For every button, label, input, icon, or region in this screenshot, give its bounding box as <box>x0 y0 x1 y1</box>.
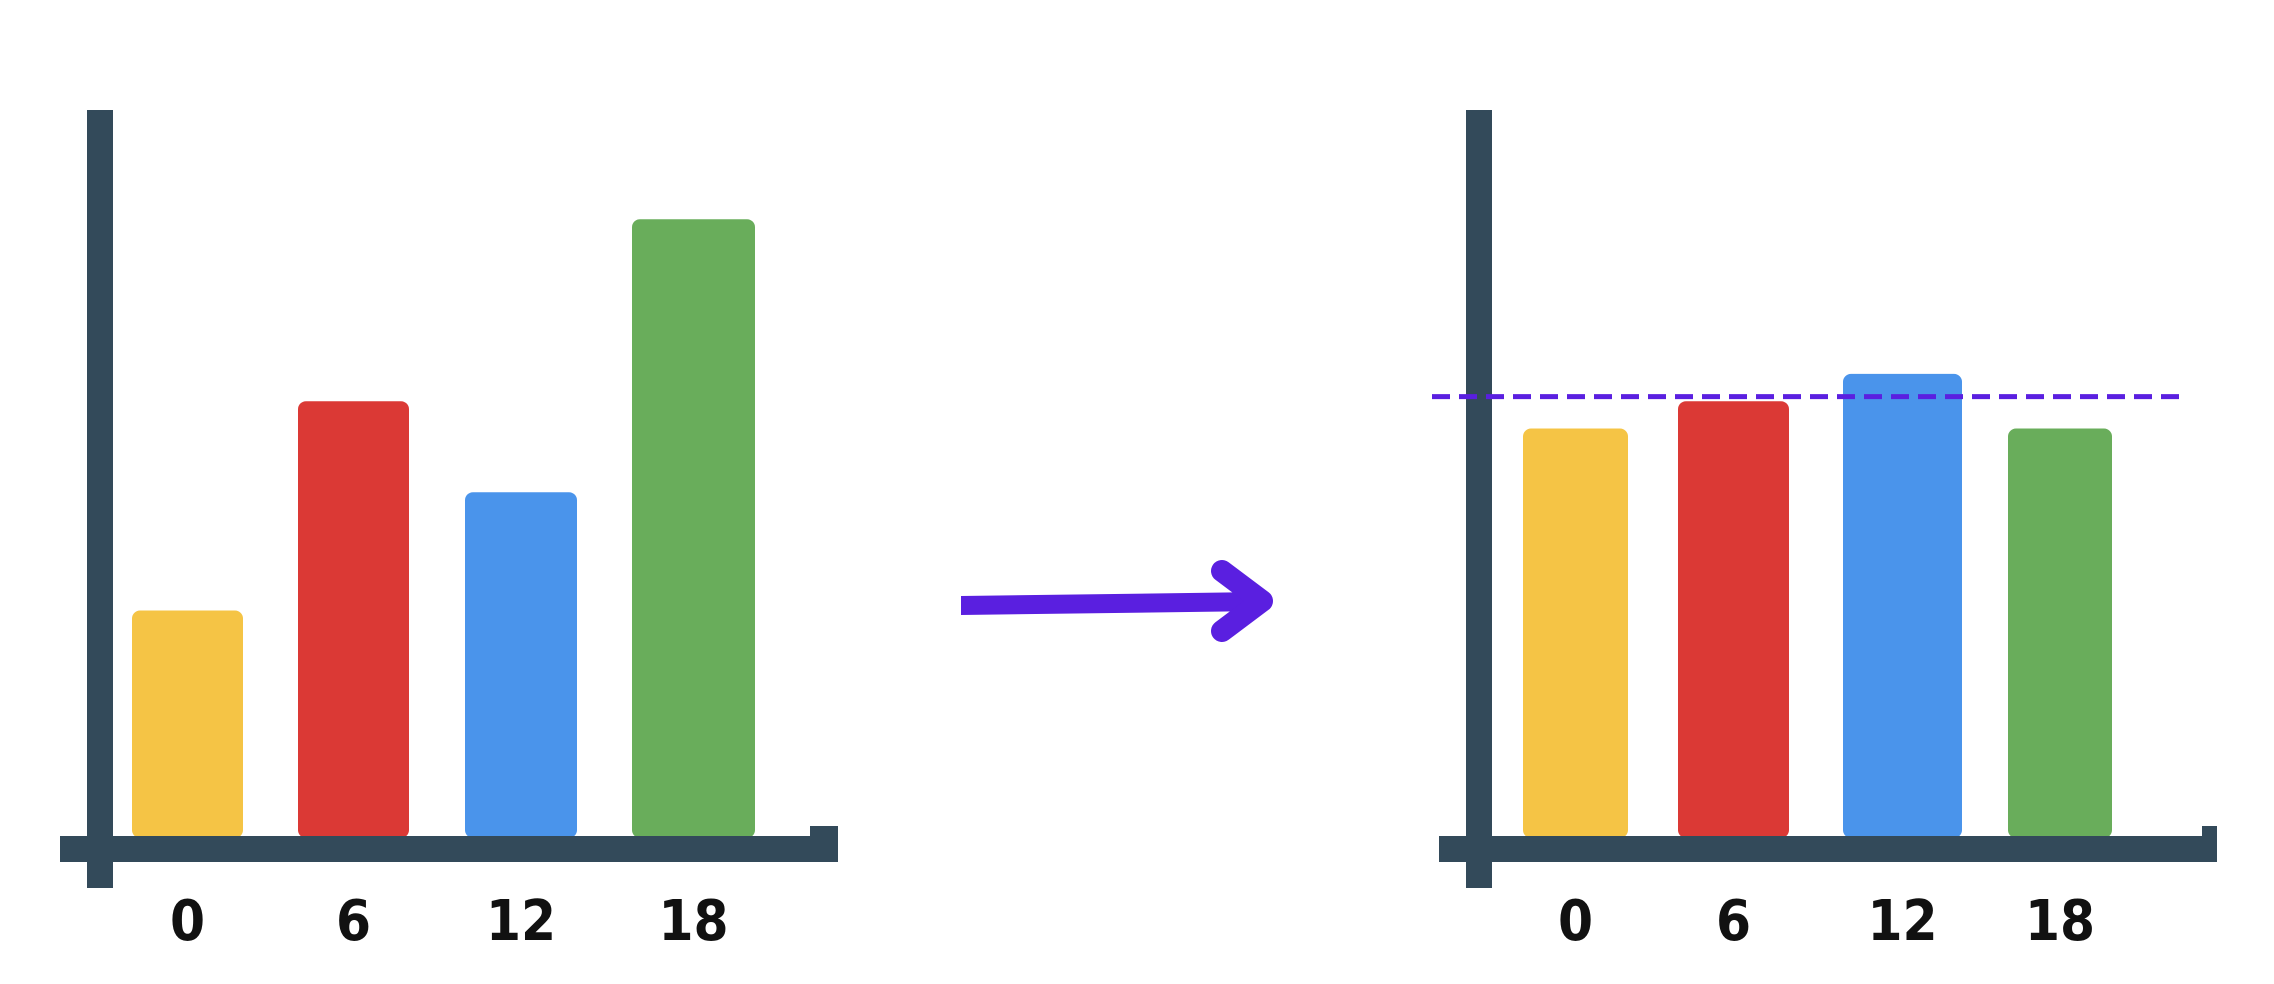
bar-12 <box>1843 373 1962 838</box>
tick-label-12: 12 <box>1867 889 1937 954</box>
tick-label-0: 0 <box>1558 889 1593 954</box>
bar-0 <box>132 610 243 838</box>
arrow-shaft <box>961 592 1262 615</box>
tick-label-6: 6 <box>336 889 371 954</box>
transition-arrow <box>961 560 1273 642</box>
chart-after: 0 6 12 18 <box>1432 110 2217 954</box>
tick-label-12: 12 <box>486 889 556 954</box>
y-axis <box>87 110 113 888</box>
bar-18 <box>632 219 755 838</box>
bar-6 <box>1678 401 1789 838</box>
tick-label-6: 6 <box>1716 889 1751 954</box>
x-axis-cap <box>810 826 838 836</box>
arrow-head-icon <box>1211 560 1273 642</box>
bar-0 <box>1523 428 1628 838</box>
bar-6 <box>298 401 409 838</box>
chart-before: 0 6 12 18 <box>60 110 838 954</box>
tick-label-18: 18 <box>2025 889 2095 954</box>
x-axis <box>1439 836 2217 862</box>
bar-12 <box>465 492 577 838</box>
y-axis <box>1466 110 1492 888</box>
x-axis-cap <box>2202 826 2217 836</box>
tick-label-18: 18 <box>658 889 728 954</box>
x-axis <box>60 836 838 862</box>
bar-18 <box>2008 428 2112 838</box>
tick-label-0: 0 <box>170 889 205 954</box>
